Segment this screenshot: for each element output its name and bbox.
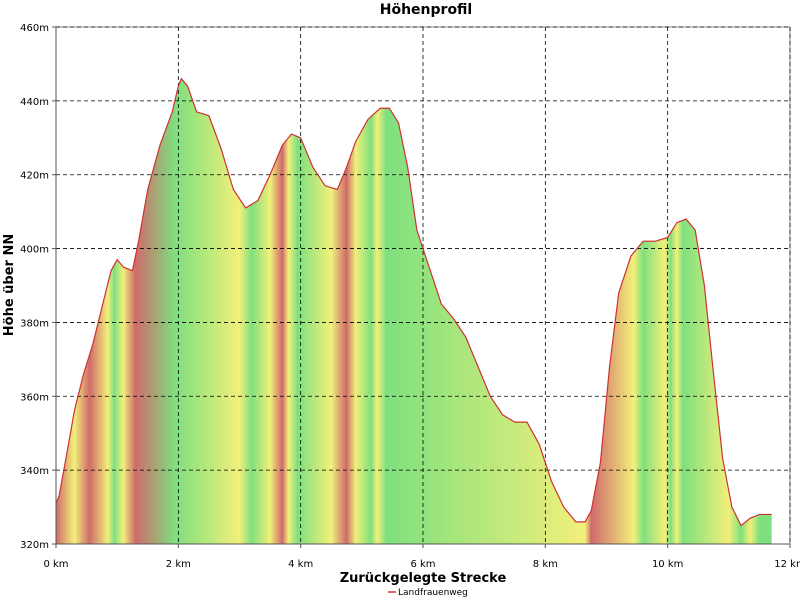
x-tick-label: 6 km xyxy=(410,559,435,570)
y-tick-label: 360m xyxy=(20,392,49,403)
chart-title: Höhenprofil xyxy=(380,2,472,18)
y-tick-labels: 320m 340m 360m 380m 400m 420m 440m 460m xyxy=(20,23,56,551)
x-tick-label: 2 km xyxy=(166,559,191,570)
y-tick-label: 320m xyxy=(20,540,49,551)
y-tick-label: 400m xyxy=(20,245,49,256)
x-tick-label: 4 km xyxy=(288,559,313,570)
elevation-line-landfrauenweg xyxy=(55,77,772,527)
y-tick-label: 380m xyxy=(20,318,49,329)
x-tick-label: 8 km xyxy=(533,559,558,570)
legend-label-landfrauenweg: Landfrauenweg xyxy=(398,588,468,598)
y-tick-label: 440m xyxy=(20,97,49,108)
x-tick-label: 0 km xyxy=(43,559,68,570)
y-tick-label: 420m xyxy=(20,171,49,182)
x-axis-title: Zurückgelegte Strecke xyxy=(340,571,507,586)
x-tick-label: 10 km xyxy=(652,559,683,570)
legend: Landfrauenweg xyxy=(388,588,468,598)
y-axis-title: Höhe über NN xyxy=(2,234,17,336)
y-tick-label: 460m xyxy=(20,23,49,34)
x-tick-labels: 0 km 2 km 4 km 6 km 8 km 10 km 12 km xyxy=(43,544,800,570)
x-tick-label: 12 km xyxy=(774,559,800,570)
grid-lines xyxy=(56,26,791,544)
y-tick-label: 340m xyxy=(20,466,49,477)
